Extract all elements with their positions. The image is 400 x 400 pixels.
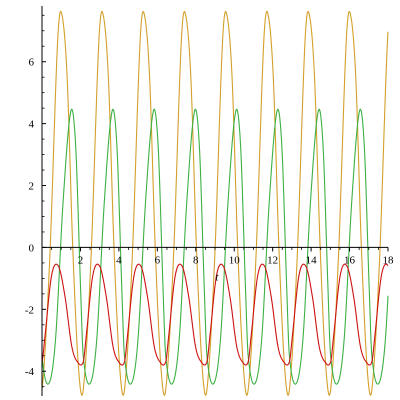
y-tick-label: 2: [29, 181, 35, 193]
y-tick-label: 0: [29, 242, 35, 254]
x-axis-title: t: [215, 271, 219, 283]
x-tick-label: 2: [78, 254, 84, 266]
series-layer: [41, 10, 389, 397]
x-tick-label: 8: [193, 254, 199, 266]
axes-layer: [41, 6, 388, 396]
y-tick-label: -4: [25, 366, 35, 378]
ticks-layer: 2 4 6 8 10 12 14 16 18 -4 -2 0 2 4 6: [25, 14, 395, 388]
y-tick-label: 6: [29, 57, 35, 69]
series-line-3: [41, 263, 389, 366]
y-tick-label: 4: [29, 119, 35, 131]
x-tick-label: 18: [383, 254, 395, 266]
x-tick-label: 4: [116, 254, 122, 266]
series-line-1: [41, 10, 389, 397]
x-tick-label: 14: [306, 254, 318, 266]
y-tick-label: -2: [25, 304, 34, 316]
x-tick-label: 12: [267, 254, 278, 266]
series-line-2: [41, 108, 389, 385]
x-tick-label: 16: [344, 254, 356, 266]
x-tick-label: 6: [155, 254, 161, 266]
x-tick-label: 10: [229, 254, 241, 266]
